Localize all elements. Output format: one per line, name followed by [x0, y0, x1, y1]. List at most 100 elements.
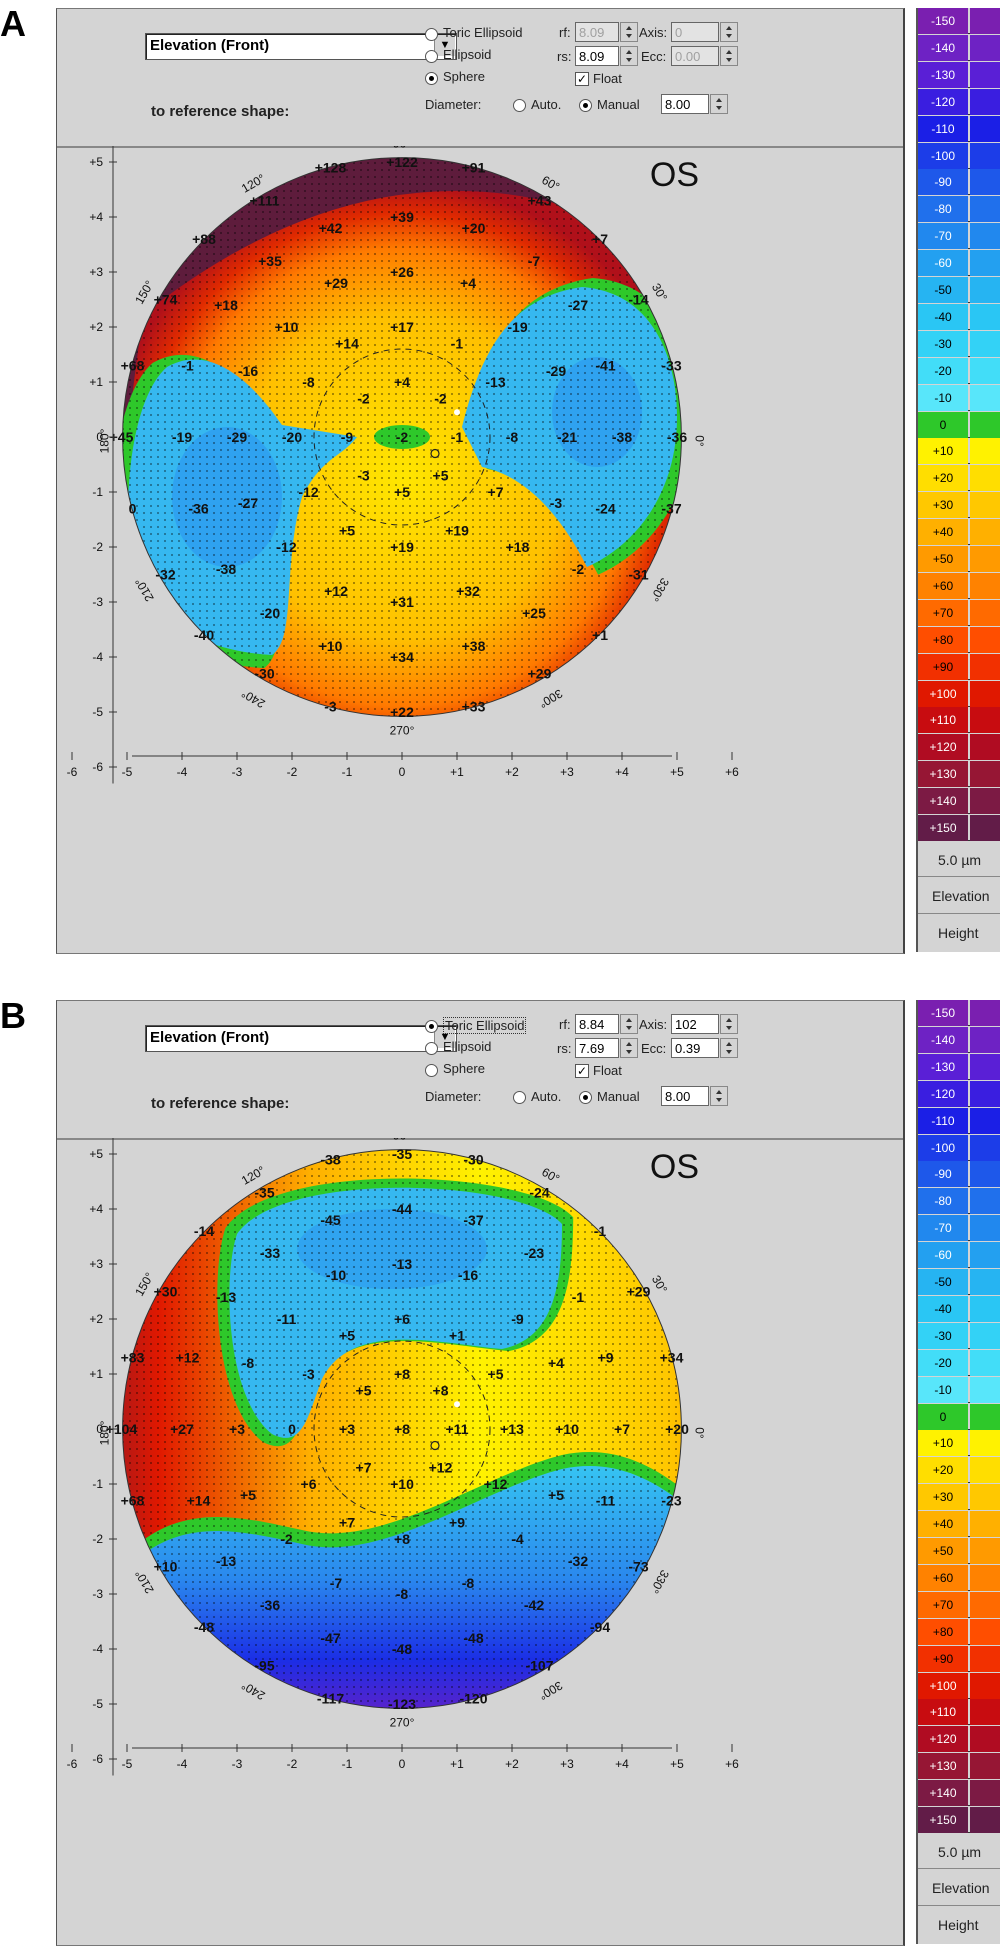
control-bar: Elevation (Front) ▼ to reference shape: …	[57, 1001, 903, 1140]
elevation-value: -13	[485, 374, 505, 390]
control-bar: Elevation (Front) ▼ to reference shape: …	[57, 9, 903, 148]
axis-stepper[interactable]	[720, 22, 738, 42]
scale-label: -10	[918, 384, 968, 411]
dropdown-value: Elevation (Front)	[150, 37, 270, 54]
rf-field[interactable]: 8.09	[575, 22, 619, 42]
scale-label: -120	[918, 1080, 968, 1107]
elevation-value: -2	[396, 429, 409, 445]
scale-row: +20	[918, 1457, 1000, 1484]
scale-row: +50	[918, 546, 1000, 572]
scale-label: +50	[918, 546, 968, 572]
float-checkbox[interactable]: ✓	[575, 72, 589, 86]
diameter-auto-label: Auto.	[531, 97, 562, 112]
scale-label: -80	[918, 196, 968, 223]
y-tick-label: -5	[92, 1697, 103, 1711]
rf-stepper[interactable]	[620, 22, 638, 42]
diameter-auto-radio[interactable]	[513, 99, 526, 112]
axis-stepper[interactable]	[720, 1014, 738, 1034]
rs-stepper[interactable]	[620, 1038, 638, 1058]
elevation-value: -27	[568, 297, 588, 313]
reference-shape-label: to reference shape:	[151, 1095, 290, 1112]
scale-swatch	[970, 61, 1000, 88]
elevation-mode-button[interactable]: Elevation	[918, 1870, 1000, 1906]
axis-label: Axis:	[639, 1017, 668, 1032]
height-mode-button[interactable]: Height	[938, 1917, 979, 1933]
diameter-manual-radio[interactable]	[579, 1091, 592, 1104]
toric-ellipsoid-radio[interactable]	[425, 1020, 438, 1033]
scale-swatch	[970, 1349, 1000, 1376]
elevation-value: +12	[176, 1350, 200, 1366]
diameter-stepper[interactable]	[710, 94, 728, 114]
height-mode-button[interactable]: Height	[938, 925, 979, 941]
scale-swatch	[970, 1753, 1000, 1780]
elevation-value: +91	[462, 160, 486, 176]
chevron-down-icon[interactable]: ▼	[434, 1027, 455, 1048]
diameter-label: Diameter:	[425, 97, 482, 112]
elevation-value: -42	[524, 1597, 544, 1613]
scale-label: +40	[918, 519, 968, 546]
scale-row: -50	[918, 277, 1000, 303]
angle-label: 180°	[98, 1420, 112, 1445]
ecc-field[interactable]: 0.39	[671, 1038, 719, 1058]
scale-swatch	[970, 411, 1000, 438]
diameter-manual-radio[interactable]	[579, 99, 592, 112]
scale-label: -110	[918, 115, 968, 142]
scale-label: -30	[918, 330, 968, 357]
elevation-value: 0	[288, 1421, 296, 1437]
scale-swatch	[970, 1269, 1000, 1295]
scale-label: -40	[918, 303, 968, 330]
rf-field[interactable]: 8.84	[575, 1014, 619, 1034]
map-type-dropdown[interactable]: Elevation (Front) ▼	[145, 1025, 457, 1052]
pupil-center-marker	[430, 448, 440, 459]
ellipsoid-radio[interactable]	[425, 1042, 438, 1055]
elevation-value: +29	[627, 1284, 651, 1300]
elevation-mode-button[interactable]: Elevation	[918, 878, 1000, 914]
toric-ellipsoid-radio[interactable]	[425, 28, 438, 41]
diameter-stepper[interactable]	[710, 1086, 728, 1106]
elevation-value: +26	[390, 264, 414, 280]
ecc-stepper[interactable]	[720, 1038, 738, 1058]
diameter-auto-radio[interactable]	[513, 1091, 526, 1104]
elevation-value: +14	[187, 1493, 211, 1509]
axis-field[interactable]: 102	[671, 1014, 719, 1034]
diameter-field[interactable]: 8.00	[661, 94, 709, 114]
scale-label: -90	[918, 169, 968, 196]
elevation-value: -1	[594, 1223, 607, 1239]
map-type-dropdown[interactable]: Elevation (Front) ▼	[145, 33, 457, 60]
axis-field[interactable]: 0	[671, 22, 719, 42]
elevation-map: -38 -35 -30-35 -24-14-45-44-37-1-33-13-23+3…	[67, 1138, 739, 1776]
scale-row: +100	[918, 1672, 1000, 1699]
elevation-value: -3	[302, 1366, 315, 1382]
elevation-value: +6	[301, 1476, 317, 1492]
scale-label: -90	[918, 1161, 968, 1188]
rs-stepper[interactable]	[620, 46, 638, 66]
ellipsoid-radio[interactable]	[425, 50, 438, 63]
scale-swatch	[970, 1564, 1000, 1591]
rs-field[interactable]: 7.69	[575, 1038, 619, 1058]
x-tick-label: -5	[122, 765, 133, 779]
rs-field[interactable]: 8.09	[575, 46, 619, 66]
rf-stepper[interactable]	[620, 1014, 638, 1034]
float-checkbox[interactable]: ✓	[575, 1064, 589, 1078]
elevation-value: -11	[596, 1493, 616, 1509]
chevron-down-icon[interactable]: ▼	[434, 35, 455, 56]
scale-swatch	[970, 1161, 1000, 1188]
elevation-value: -9	[341, 429, 354, 445]
scale-label: -30	[918, 1322, 968, 1349]
ecc-field[interactable]: 0.00	[671, 46, 719, 66]
scale-swatch	[970, 1188, 1000, 1215]
elevation-value: -24	[529, 1185, 549, 1201]
diameter-field[interactable]: 8.00	[661, 1086, 709, 1106]
scale-row: +130	[918, 1753, 1000, 1780]
sphere-radio[interactable]	[425, 72, 438, 85]
elevation-value: -23	[524, 1245, 544, 1261]
scale-swatch	[970, 815, 1000, 841]
elevation-value: -2	[572, 561, 585, 577]
scale-swatch	[970, 384, 1000, 411]
sphere-label: Sphere	[443, 1061, 485, 1076]
sphere-radio[interactable]	[425, 1064, 438, 1077]
scale-label: -140	[918, 1026, 968, 1053]
ecc-stepper[interactable]	[720, 46, 738, 66]
sphere-label: Sphere	[443, 69, 485, 84]
scale-swatch	[970, 1000, 1000, 1026]
